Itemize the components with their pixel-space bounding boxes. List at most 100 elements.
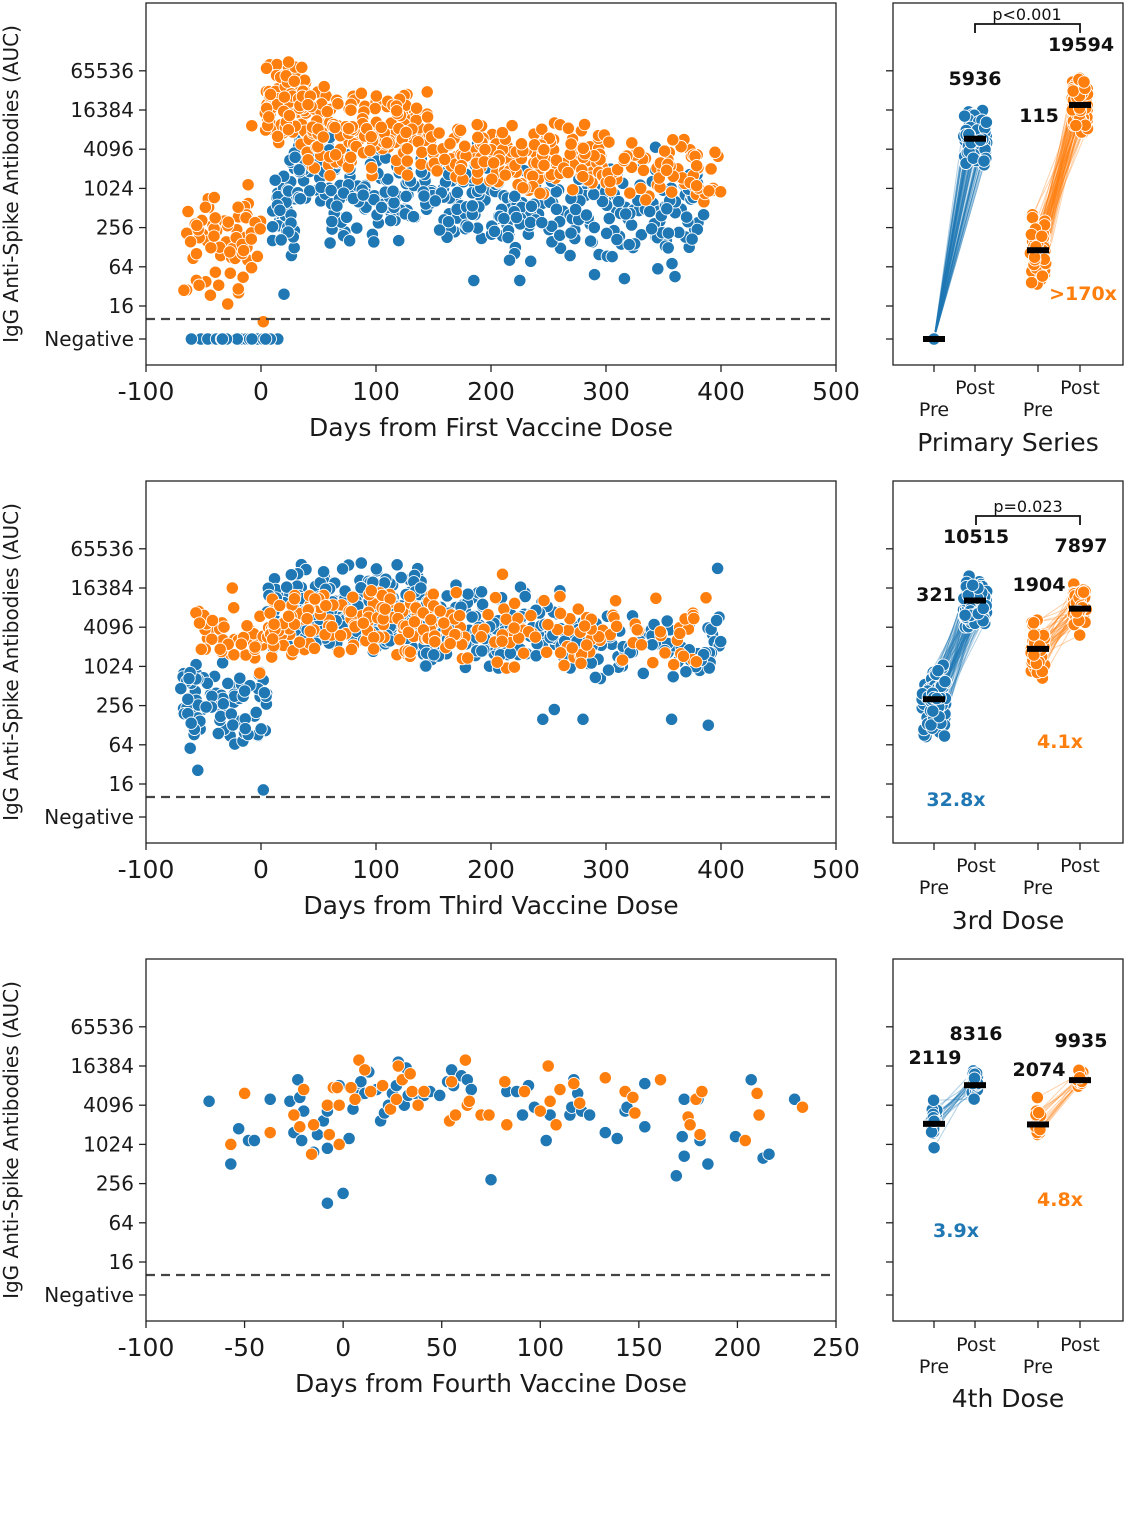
data-point (638, 1076, 652, 1091)
data-point (630, 623, 644, 637)
data-point (430, 164, 444, 178)
paired-line (933, 146, 987, 340)
data-point (485, 172, 499, 186)
data-point (744, 1073, 758, 1087)
data-point (428, 194, 442, 208)
data-point (702, 184, 716, 198)
y-tick-label: 16 (109, 294, 134, 318)
paired-points-3 (923, 1063, 1091, 1155)
data-point (344, 605, 358, 619)
data-point (547, 702, 561, 717)
y-tick-label: 16384 (70, 98, 134, 122)
data-point (571, 602, 585, 616)
data-point (339, 210, 354, 224)
data-point (453, 123, 468, 137)
data-point (533, 1104, 547, 1118)
paired-line (933, 154, 975, 340)
data-point (470, 117, 484, 132)
data-point (308, 592, 322, 606)
y-axis-ticks (886, 548, 893, 818)
data-point (481, 607, 495, 622)
y-tick-label: 65536 (70, 59, 134, 83)
data-point (330, 199, 344, 213)
data-point (284, 568, 298, 582)
data-point (241, 178, 255, 192)
row-primary-series: 65536 16384 4096 1024 256 64 16 Negative -100 0 1… (0, 2, 1124, 457)
data-point (679, 210, 694, 224)
data-point (292, 635, 307, 649)
plot-frame (892, 958, 1124, 1322)
data-point (394, 570, 408, 585)
paired-points-2 (915, 569, 1093, 744)
x-tick-label: 0 (253, 377, 269, 406)
median-label: 10515 (943, 526, 1009, 548)
data-point (354, 556, 368, 570)
data-point (437, 616, 451, 630)
data-point (610, 232, 624, 247)
data-point (444, 1075, 459, 1089)
data-point (762, 1147, 776, 1161)
data-point (332, 645, 346, 659)
data-point (287, 1108, 301, 1122)
data-point (386, 184, 400, 198)
data-point (189, 247, 204, 261)
data-point (659, 163, 674, 177)
data-point (507, 660, 522, 674)
median-label: 9935 (1055, 1030, 1108, 1052)
x-tick-label: 300 (582, 377, 630, 406)
data-point (938, 674, 952, 689)
paired-line (933, 144, 969, 340)
x-tick-label: 0 (335, 1333, 351, 1362)
data-point (651, 262, 665, 276)
data-point (665, 256, 679, 271)
x-axis-title: Days from Third Vaccine Dose (303, 891, 678, 920)
y-tick-label: 1024 (83, 176, 134, 200)
data-point (417, 1084, 431, 1099)
fold-change-label: 4.1x (1037, 731, 1083, 753)
data-point (1027, 628, 1041, 642)
data-point (443, 636, 457, 651)
data-point (599, 226, 614, 241)
data-point (265, 220, 280, 234)
data-point (268, 173, 282, 187)
data-point (750, 1086, 764, 1101)
data-point (203, 288, 218, 302)
data-point (795, 1100, 810, 1114)
paired-line (933, 142, 972, 340)
y-tick-label: 1024 (83, 654, 134, 678)
data-point (565, 641, 579, 655)
data-point (257, 686, 272, 700)
paired-panel-3: 2119 8316 2074 9935 3.9x 4.8x Post Pre P… (886, 958, 1124, 1413)
data-point (458, 139, 472, 153)
data-point (273, 598, 287, 613)
data-point (576, 141, 590, 155)
data-point (354, 86, 369, 100)
y-axis-ticks (886, 70, 893, 340)
x-tick-label: -100 (118, 1333, 175, 1362)
median-bar (1069, 101, 1091, 108)
paired-line (933, 140, 976, 340)
data-point (467, 273, 481, 288)
paired-line (933, 135, 987, 340)
data-point (967, 1092, 981, 1106)
data-point (498, 168, 512, 182)
data-point (322, 1127, 336, 1142)
data-point (660, 202, 674, 216)
data-point (696, 208, 711, 222)
category-label: Post (1060, 1334, 1100, 1356)
data-point (291, 1073, 305, 1087)
data-point (438, 152, 452, 167)
data-point (926, 1093, 941, 1107)
data-point (191, 763, 205, 777)
category-label: Post (1060, 855, 1100, 877)
data-point (409, 101, 424, 115)
paired-line (933, 146, 969, 340)
x-axis-ticks: -100 0 100 200 300 400 500 (118, 365, 860, 406)
data-point (465, 199, 479, 213)
y-axis-title: IgG Anti-Spike Antibodies (AUC) (0, 503, 23, 821)
y-tick-label: Negative (44, 1283, 134, 1307)
data-point (414, 157, 428, 171)
category-label: Post (1060, 377, 1100, 399)
data-point (234, 637, 248, 651)
data-point (689, 179, 704, 193)
